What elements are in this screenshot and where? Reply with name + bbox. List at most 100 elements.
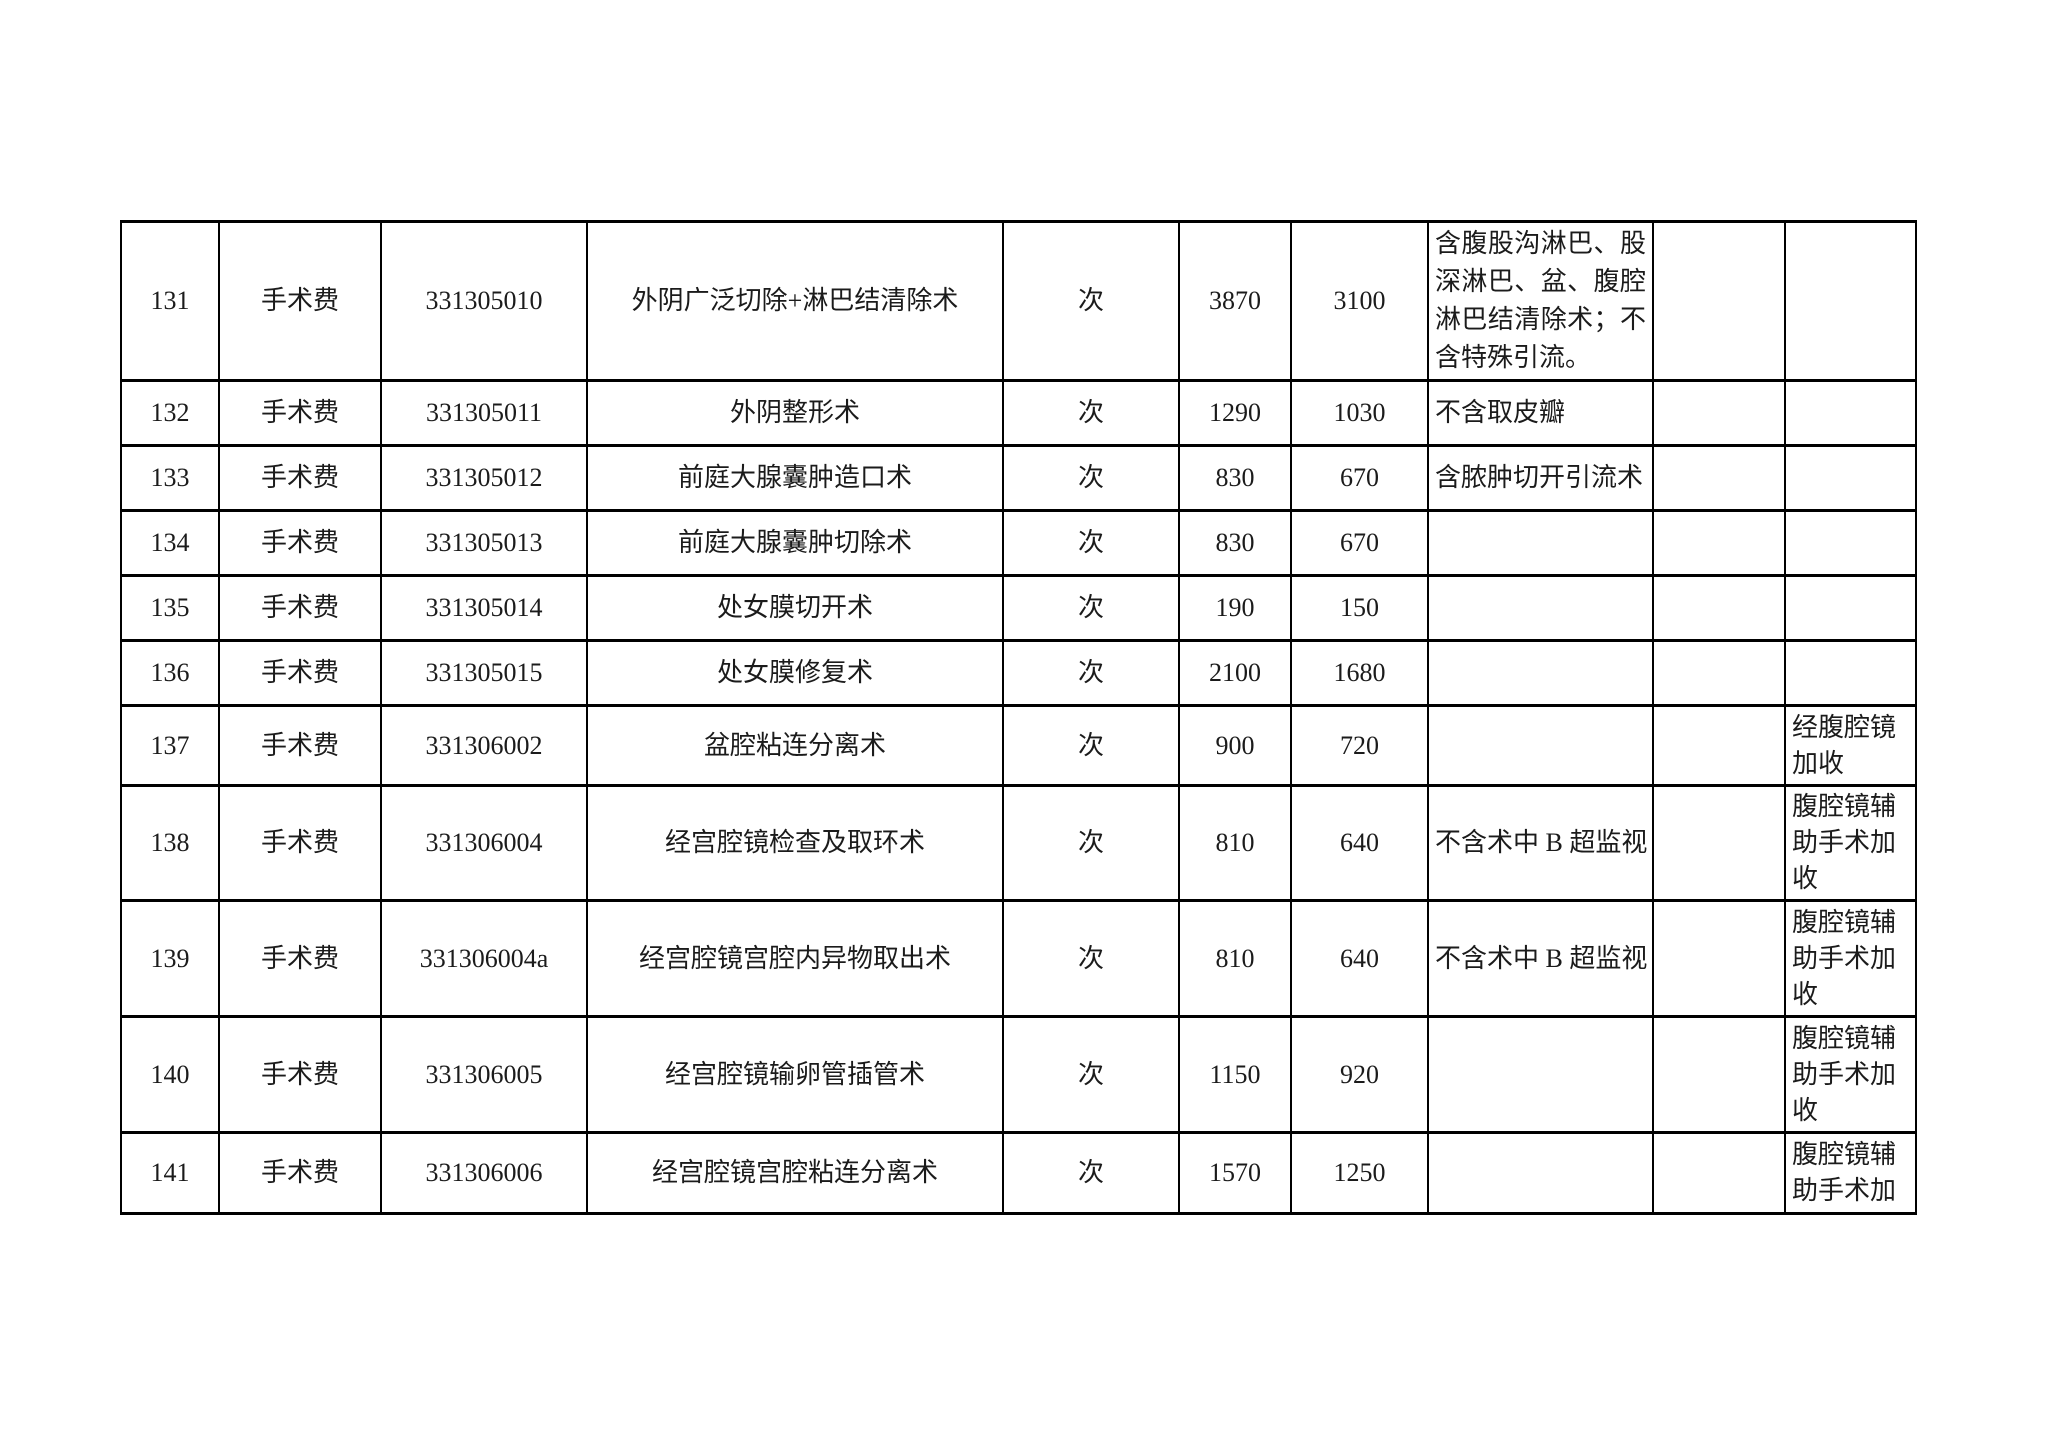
- cell-note: [1427, 639, 1654, 707]
- cell-code: 331305012: [380, 444, 588, 512]
- cell-price-reduced: 640: [1290, 784, 1429, 902]
- cell-note: 含脓肿切开引流术: [1427, 444, 1654, 512]
- cell-item-name: 经宫腔镜检查及取环术: [586, 784, 1004, 902]
- cell-addon: 腹腔镜辅助手术加收: [1784, 1015, 1917, 1134]
- table-row: 136 手术费 331305015 处女膜修复术 次 2100 1680: [120, 639, 1917, 707]
- cell-price-standard: 1570: [1178, 1131, 1292, 1215]
- cell-code: 331306006: [380, 1131, 588, 1215]
- cell-code: 331305011: [380, 379, 588, 447]
- table-row: 135 手术费 331305014 处女膜切开术 次 190 150: [120, 574, 1917, 642]
- table-row: 131 手术费 331305010 外阴广泛切除+淋巴结清除术 次 3870 3…: [120, 220, 1917, 382]
- cell-category: 手术费: [218, 379, 382, 447]
- table-row: 138 手术费 331306004 经宫腔镜检查及取环术 次 810 640 不…: [120, 784, 1917, 902]
- cell-code: 331306005: [380, 1015, 588, 1134]
- cell-price-standard: 810: [1178, 899, 1292, 1018]
- cell-price-reduced: 3100: [1290, 220, 1429, 382]
- table-row: 139 手术费 331306004a 经宫腔镜宫腔内异物取出术 次 810 64…: [120, 899, 1917, 1018]
- cell-code: 331305010: [380, 220, 588, 382]
- cell-unit: 次: [1002, 220, 1180, 382]
- cell-blank: [1652, 784, 1786, 902]
- cell-price-standard: 900: [1178, 704, 1292, 787]
- cell-item-name: 外阴整形术: [586, 379, 1004, 447]
- cell-category: 手术费: [218, 509, 382, 577]
- fee-schedule-table: 131 手术费 331305010 外阴广泛切除+淋巴结清除术 次 3870 3…: [120, 220, 1917, 1215]
- cell-addon: [1784, 574, 1917, 642]
- cell-category: 手术费: [218, 1131, 382, 1215]
- cell-note: 不含取皮瓣: [1427, 379, 1654, 447]
- cell-code: 331306002: [380, 704, 588, 787]
- cell-blank: [1652, 574, 1786, 642]
- cell-price-reduced: 1680: [1290, 639, 1429, 707]
- cell-category: 手术费: [218, 1015, 382, 1134]
- cell-unit: 次: [1002, 509, 1180, 577]
- cell-code: 331305015: [380, 639, 588, 707]
- cell-addon: 腹腔镜辅助手术加收: [1784, 784, 1917, 902]
- table-row: 133 手术费 331305012 前庭大腺囊肿造口术 次 830 670 含脓…: [120, 444, 1917, 512]
- cell-addon: [1784, 444, 1917, 512]
- cell-price-reduced: 1030: [1290, 379, 1429, 447]
- cell-blank: [1652, 704, 1786, 787]
- cell-item-name: 经宫腔镜宫腔粘连分离术: [586, 1131, 1004, 1215]
- cell-unit: 次: [1002, 1131, 1180, 1215]
- cell-addon: [1784, 220, 1917, 382]
- cell-price-reduced: 640: [1290, 899, 1429, 1018]
- cell-price-standard: 830: [1178, 444, 1292, 512]
- cell-unit: 次: [1002, 574, 1180, 642]
- cell-note: 含腹股沟淋巴、股深淋巴、盆、腹腔淋巴结清除术；不含特殊引流。: [1427, 220, 1654, 382]
- cell-index: 137: [120, 704, 220, 787]
- table-row: 140 手术费 331306005 经宫腔镜输卵管插管术 次 1150 920 …: [120, 1015, 1917, 1134]
- cell-addon: 经腹腔镜加收: [1784, 704, 1917, 787]
- table-row: 134 手术费 331305013 前庭大腺囊肿切除术 次 830 670: [120, 509, 1917, 577]
- cell-note: [1427, 1015, 1654, 1134]
- cell-index: 133: [120, 444, 220, 512]
- cell-category: 手术费: [218, 704, 382, 787]
- cell-price-reduced: 150: [1290, 574, 1429, 642]
- cell-index: 138: [120, 784, 220, 902]
- cell-index: 134: [120, 509, 220, 577]
- cell-category: 手术费: [218, 444, 382, 512]
- cell-note: [1427, 1131, 1654, 1215]
- cell-item-name: 经宫腔镜输卵管插管术: [586, 1015, 1004, 1134]
- cell-unit: 次: [1002, 704, 1180, 787]
- cell-item-name: 处女膜修复术: [586, 639, 1004, 707]
- cell-blank: [1652, 509, 1786, 577]
- cell-unit: 次: [1002, 1015, 1180, 1134]
- cell-price-standard: 810: [1178, 784, 1292, 902]
- cell-price-standard: 1290: [1178, 379, 1292, 447]
- table-row: 137 手术费 331306002 盆腔粘连分离术 次 900 720 经腹腔镜…: [120, 704, 1917, 787]
- cell-note: [1427, 704, 1654, 787]
- cell-addon: 腹腔镜辅助手术加收: [1784, 899, 1917, 1018]
- cell-price-standard: 3870: [1178, 220, 1292, 382]
- cell-index: 139: [120, 899, 220, 1018]
- table-row: 132 手术费 331305011 外阴整形术 次 1290 1030 不含取皮…: [120, 379, 1917, 447]
- cell-item-name: 处女膜切开术: [586, 574, 1004, 642]
- cell-blank: [1652, 639, 1786, 707]
- cell-unit: 次: [1002, 379, 1180, 447]
- table-row: 141 手术费 331306006 经宫腔镜宫腔粘连分离术 次 1570 125…: [120, 1131, 1917, 1215]
- cell-index: 132: [120, 379, 220, 447]
- cell-addon: [1784, 509, 1917, 577]
- cell-addon: [1784, 639, 1917, 707]
- cell-code: 331305013: [380, 509, 588, 577]
- cell-index: 140: [120, 1015, 220, 1134]
- cell-blank: [1652, 379, 1786, 447]
- cell-price-standard: 830: [1178, 509, 1292, 577]
- cell-note: 不含术中 B 超监视: [1427, 899, 1654, 1018]
- cell-item-name: 盆腔粘连分离术: [586, 704, 1004, 787]
- cell-note: [1427, 509, 1654, 577]
- cell-unit: 次: [1002, 784, 1180, 902]
- cell-addon: [1784, 379, 1917, 447]
- cell-code: 331306004: [380, 784, 588, 902]
- cell-blank: [1652, 444, 1786, 512]
- cell-addon: 腹腔镜辅助手术加: [1784, 1131, 1917, 1215]
- cell-category: 手术费: [218, 574, 382, 642]
- cell-code: 331305014: [380, 574, 588, 642]
- cell-category: 手术费: [218, 220, 382, 382]
- cell-price-reduced: 920: [1290, 1015, 1429, 1134]
- cell-category: 手术费: [218, 899, 382, 1018]
- cell-item-name: 前庭大腺囊肿切除术: [586, 509, 1004, 577]
- cell-index: 131: [120, 220, 220, 382]
- cell-item-name: 外阴广泛切除+淋巴结清除术: [586, 220, 1004, 382]
- cell-index: 141: [120, 1131, 220, 1215]
